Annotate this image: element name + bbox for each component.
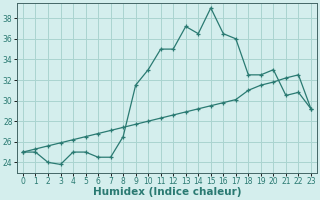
X-axis label: Humidex (Indice chaleur): Humidex (Indice chaleur) [93, 187, 241, 197]
